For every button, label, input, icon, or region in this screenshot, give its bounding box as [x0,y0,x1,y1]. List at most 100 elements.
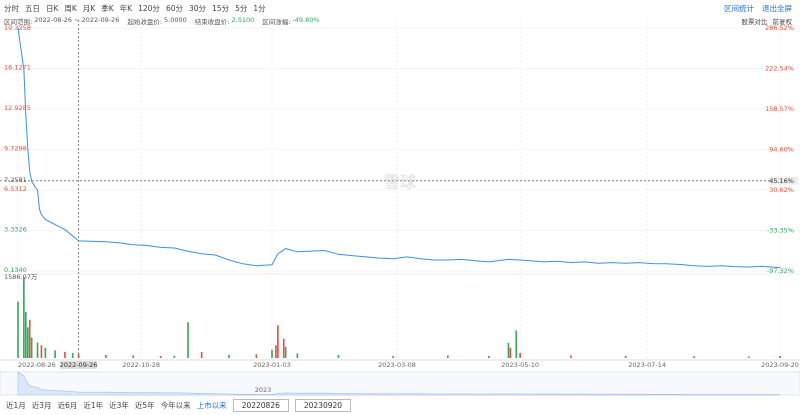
volume-bar [779,355,781,358]
volume-bar [509,347,512,358]
links: 区间统计 退出全屏 [724,3,792,14]
x-tick-label: 2023-09-20 [761,361,799,369]
volume-bar [693,356,695,358]
option[interactable]: 前复权 [772,18,793,26]
y2-tick-label: -33.35% [767,227,794,235]
period-tab[interactable]: 1分 [253,4,266,13]
option[interactable]: 股票对比 [741,18,768,26]
link[interactable]: 退出全屏 [762,4,792,13]
period-tab[interactable]: 年K [119,4,133,13]
volume-bar [64,351,66,358]
volume-bar [284,346,287,358]
period-tab[interactable]: 分时 [4,4,19,13]
range-button[interactable]: 近6月 [57,401,78,410]
period-tab[interactable]: 15分 [212,4,230,13]
volume-bar [200,351,203,358]
range-button[interactable]: 今年以来 [160,401,191,410]
crosshair-x-box [60,361,97,369]
date-input[interactable]: 20220826 [232,399,289,412]
volume-bar [17,301,19,358]
period-tab[interactable]: 60分 [165,4,183,13]
period-tab[interactable]: 月K [82,4,96,13]
volume-bar [28,319,31,358]
period-tab[interactable]: 30分 [188,4,207,13]
x-tick-label: 2022-10-28 [122,361,160,369]
info-value: 2022-08-26 ~ 2022-09-26 [34,16,120,24]
volume-bar [277,325,279,358]
options: 股票对比 前复权 [742,16,793,26]
range-button[interactable]: 近1月 [6,401,26,410]
volume-bar [77,353,80,358]
range-button[interactable]: 近5年 [134,401,155,410]
volume-bar [40,345,43,358]
range-button[interactable]: 近3年 [109,401,129,410]
y-tick-label: 12.9285 [4,104,31,112]
info-value: -49.80% [292,16,320,24]
volume-bar [44,347,47,358]
price-line [17,27,781,269]
range-button[interactable]: 近1年 [83,401,104,410]
crosshair-y2-label: 45.16% [769,177,794,185]
x-tick-label: 2022-08-26 [18,361,56,369]
chart: 雪球 2022-08-26 2022-09-26 2022-10-28 2023-01… [0,20,800,396]
range-button[interactable]: 上市以来 [196,401,227,410]
y-tick-label: 19.3258 [4,24,31,32]
period-tab[interactable]: 120分 [138,4,160,13]
crosshair-y-label: 7.2581 [4,176,27,184]
volume-bar [392,355,394,358]
volume-bar [54,350,56,358]
volume-bar [624,355,627,358]
period-tab[interactable]: 周K [64,4,77,13]
y2-tick-label: 222.54% [765,65,794,73]
y2-tick-label: 30.62% [769,186,794,194]
y2-tick-label: -97.32% [767,267,794,275]
period-tab[interactable]: 日K [46,4,59,13]
volume-bar [488,355,490,358]
date-input[interactable]: 20230920 [294,399,352,412]
y-tick-label: 6.5312 [4,185,27,193]
period-tab[interactable]: 五日 [25,4,40,13]
volume-bar [36,342,39,358]
navigator-label: 2023 [255,386,272,394]
y-tick-label: 3.3326 [4,226,27,234]
crosshair-y2-box [770,176,798,185]
x-tick-label: 2022-09-26 [60,361,98,369]
volume-bar [23,277,25,358]
navigator-bg [0,371,800,396]
range-button[interactable]: 近3月 [31,401,52,410]
info-label: 起始收盘价: [127,18,163,26]
range-buttons: 近1月 近3月 近6月 近1年 近3年 近5年 今年以来 上市以来 20220826 202309… [6,399,352,412]
volume-bar [296,353,299,358]
volume-bar [282,338,285,358]
y2-tick-label: 286.52% [765,24,794,32]
volume-bar [255,354,258,358]
volume-bar [275,345,277,358]
y-tick-label: 0.1340 [4,266,27,274]
y-tick-label: 9.7298 [4,145,27,153]
x-tick-label: 2023-05-10 [501,361,539,369]
y-tick-label: 16.1271 [4,64,31,72]
info-label: 结束收盘价: [194,18,230,26]
period-tab[interactable]: 5分 [235,4,248,13]
volume-bar [515,330,518,358]
volume-bar [132,355,135,358]
x-tick-label: 2023-01-03 [253,361,291,369]
y2-tick-label: 94.60% [769,146,794,154]
y2-tick-label: 158.57% [765,105,794,113]
volume-bar [747,356,750,358]
period-tab[interactable]: 季K [101,4,114,13]
link[interactable]: 区间统计 [724,4,754,13]
x-tick-label: 2023-03-08 [378,361,416,369]
volume-bar [26,327,29,358]
toolbar: 分时 五日 日K 周K 月K 季K 年K 120分 60分 30分 15分 5分 1分 [4,3,266,14]
volume-bar [159,355,162,358]
volume-bar [30,337,33,358]
volume-bar [337,354,340,358]
info-value: 5.0000 [164,16,187,24]
volume-bar [447,355,449,358]
x-tick-label: 2023-07-14 [628,361,666,369]
volume-bar [71,352,74,358]
watermark: 雪球 [384,173,417,192]
volume-bar [187,322,189,358]
